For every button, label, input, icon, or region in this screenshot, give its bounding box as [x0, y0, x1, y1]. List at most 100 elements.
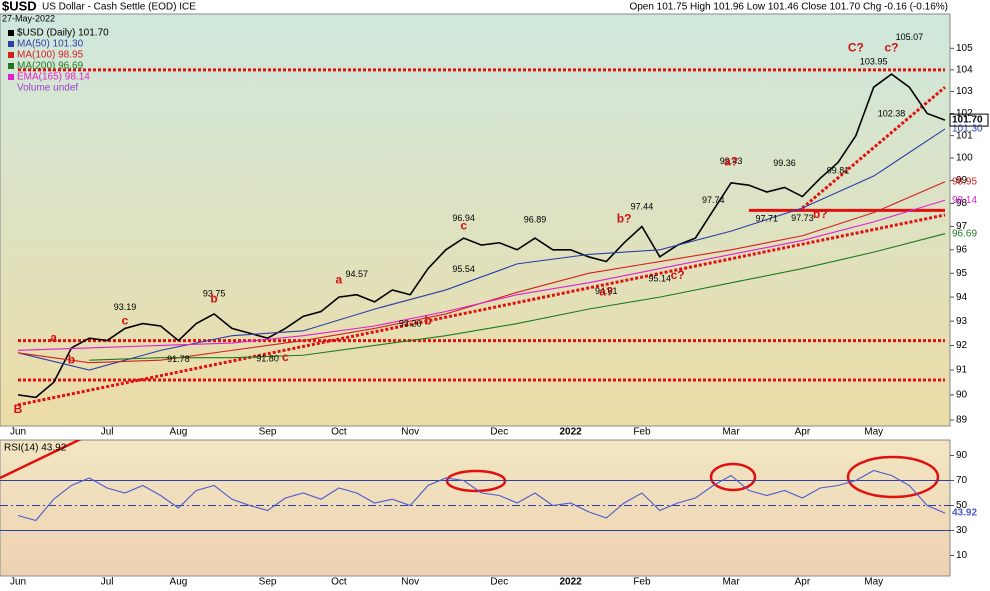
y-tick-label: 90 [956, 450, 968, 461]
wave-label: b? [813, 207, 828, 221]
x-tick-label: 2022 [560, 577, 583, 588]
peak-label: 102.38 [878, 108, 906, 118]
x-tick-label: Jun [10, 577, 26, 588]
legend-label: MA(100) 98.95 [17, 50, 84, 61]
y-tick-label: 99 [956, 175, 968, 186]
trendline [801, 86, 946, 210]
trendline [17, 213, 946, 407]
y-tick-label: 30 [956, 525, 968, 536]
y-tick-label: 105 [956, 43, 973, 54]
price-line [89, 233, 946, 361]
last-value-tag: 96.69 [952, 228, 977, 239]
legend-swatch [8, 52, 14, 58]
wave-label: b [68, 352, 75, 366]
y-tick-label: 95 [956, 268, 968, 279]
wave-label: b [424, 313, 431, 327]
legend-swatch [8, 74, 14, 80]
y-tick-label: 10 [956, 550, 968, 561]
y-tick-label: 93 [956, 316, 968, 327]
y-tick-label: 101 [956, 130, 973, 141]
legend-swatch [8, 30, 14, 36]
wave-label: a? [599, 285, 613, 299]
y-tick-label: 90 [956, 390, 968, 401]
x-tick-label: May [864, 427, 883, 438]
x-tick-label: Nov [401, 577, 419, 588]
peak-label: 103.95 [860, 56, 888, 66]
peak-label: 91.80 [256, 354, 279, 364]
highlight [846, 455, 940, 499]
y-tick-label: 70 [956, 475, 968, 486]
wave-label: a [50, 330, 57, 344]
rsi-trend [0, 440, 82, 480]
tag-box [949, 113, 989, 127]
wave-label: c? [671, 268, 685, 282]
last-value-tag: 98.95 [952, 176, 977, 187]
wave-label: b [210, 292, 217, 306]
y-tick-label: 104 [956, 64, 973, 75]
last-value-tag: 43.92 [952, 508, 977, 519]
wave-label: b? [617, 212, 632, 226]
y-tick-label: 103 [956, 86, 973, 97]
legend-swatch [8, 41, 14, 47]
legend-label: $USD (Daily) 101.70 [17, 28, 109, 39]
x-tick-label: Sep [259, 577, 277, 588]
x-tick-label: 2022 [560, 427, 583, 438]
y-tick-label: 98 [956, 198, 968, 209]
last-value-tag: 101.70 [952, 115, 983, 126]
x-tick-label: Apr [795, 427, 811, 438]
wave-label: a [336, 273, 343, 287]
y-tick-label: 91 [956, 365, 968, 376]
last-value-tag: 98.14 [952, 195, 977, 206]
price-line [17, 199, 946, 351]
peak-label: 97.71 [755, 213, 778, 223]
price-line [17, 128, 946, 371]
wave-label: c [282, 350, 289, 364]
x-tick-label: Jul [101, 577, 114, 588]
legend-swatch [8, 63, 14, 69]
rsi-line [17, 469, 946, 522]
x-tick-label: Apr [795, 577, 811, 588]
rsi-panel [0, 439, 951, 577]
peak-label: 99.43 [720, 156, 743, 166]
x-tick-label: Feb [633, 577, 651, 588]
peak-label: 95.14 [649, 273, 672, 283]
legend-label: EMA(165) 98.14 [17, 72, 90, 83]
x-tick-label: Mar [722, 577, 740, 588]
y-tick-label: 50 [956, 500, 968, 511]
x-tick-label: Sep [259, 427, 277, 438]
peak-label: 93.19 [114, 302, 137, 312]
last-value-tag: 101.30 [952, 124, 983, 135]
peak-label: 97.73 [791, 213, 814, 223]
peak-label: 94.61 [595, 286, 618, 296]
wave-label: c? [885, 40, 899, 54]
x-tick-label: Dec [490, 427, 508, 438]
peak-label: 94.57 [345, 269, 368, 279]
symbol: $USD [2, 0, 37, 13]
title: US Dollar - Cash Settle (EOD) ICE [42, 2, 196, 13]
rsi-title: RSI(14) 43.92 [4, 443, 67, 454]
peak-label: 96.89 [524, 214, 547, 224]
x-tick-label: Mar [722, 427, 740, 438]
date: 27-May-2022 [2, 13, 55, 23]
peak-label: 91.78 [167, 354, 190, 364]
wave-label: c [122, 313, 129, 327]
x-tick-label: Oct [331, 427, 347, 438]
y-tick-label: 92 [956, 340, 968, 351]
x-tick-label: Jul [101, 427, 114, 438]
legend-note: Volume undef [17, 83, 78, 94]
peak-label: 93.26 [399, 318, 422, 328]
y-tick-label: 89 [956, 415, 968, 426]
y-tick-label: 100 [956, 153, 973, 164]
x-tick-label: Feb [633, 427, 651, 438]
x-tick-label: Oct [331, 577, 347, 588]
peak-label: 97.44 [631, 202, 654, 212]
peak-label: 97.74 [702, 195, 725, 205]
x-tick-label: Dec [490, 577, 508, 588]
x-tick-label: May [864, 577, 883, 588]
peak-label: 95.54 [452, 264, 475, 274]
quote: Open 101.75 High 101.96 Low 101.46 Close… [629, 2, 948, 13]
wave-label: C? [848, 40, 864, 54]
wave-label: a? [724, 155, 738, 169]
peak-label: 99.81 [827, 166, 850, 176]
